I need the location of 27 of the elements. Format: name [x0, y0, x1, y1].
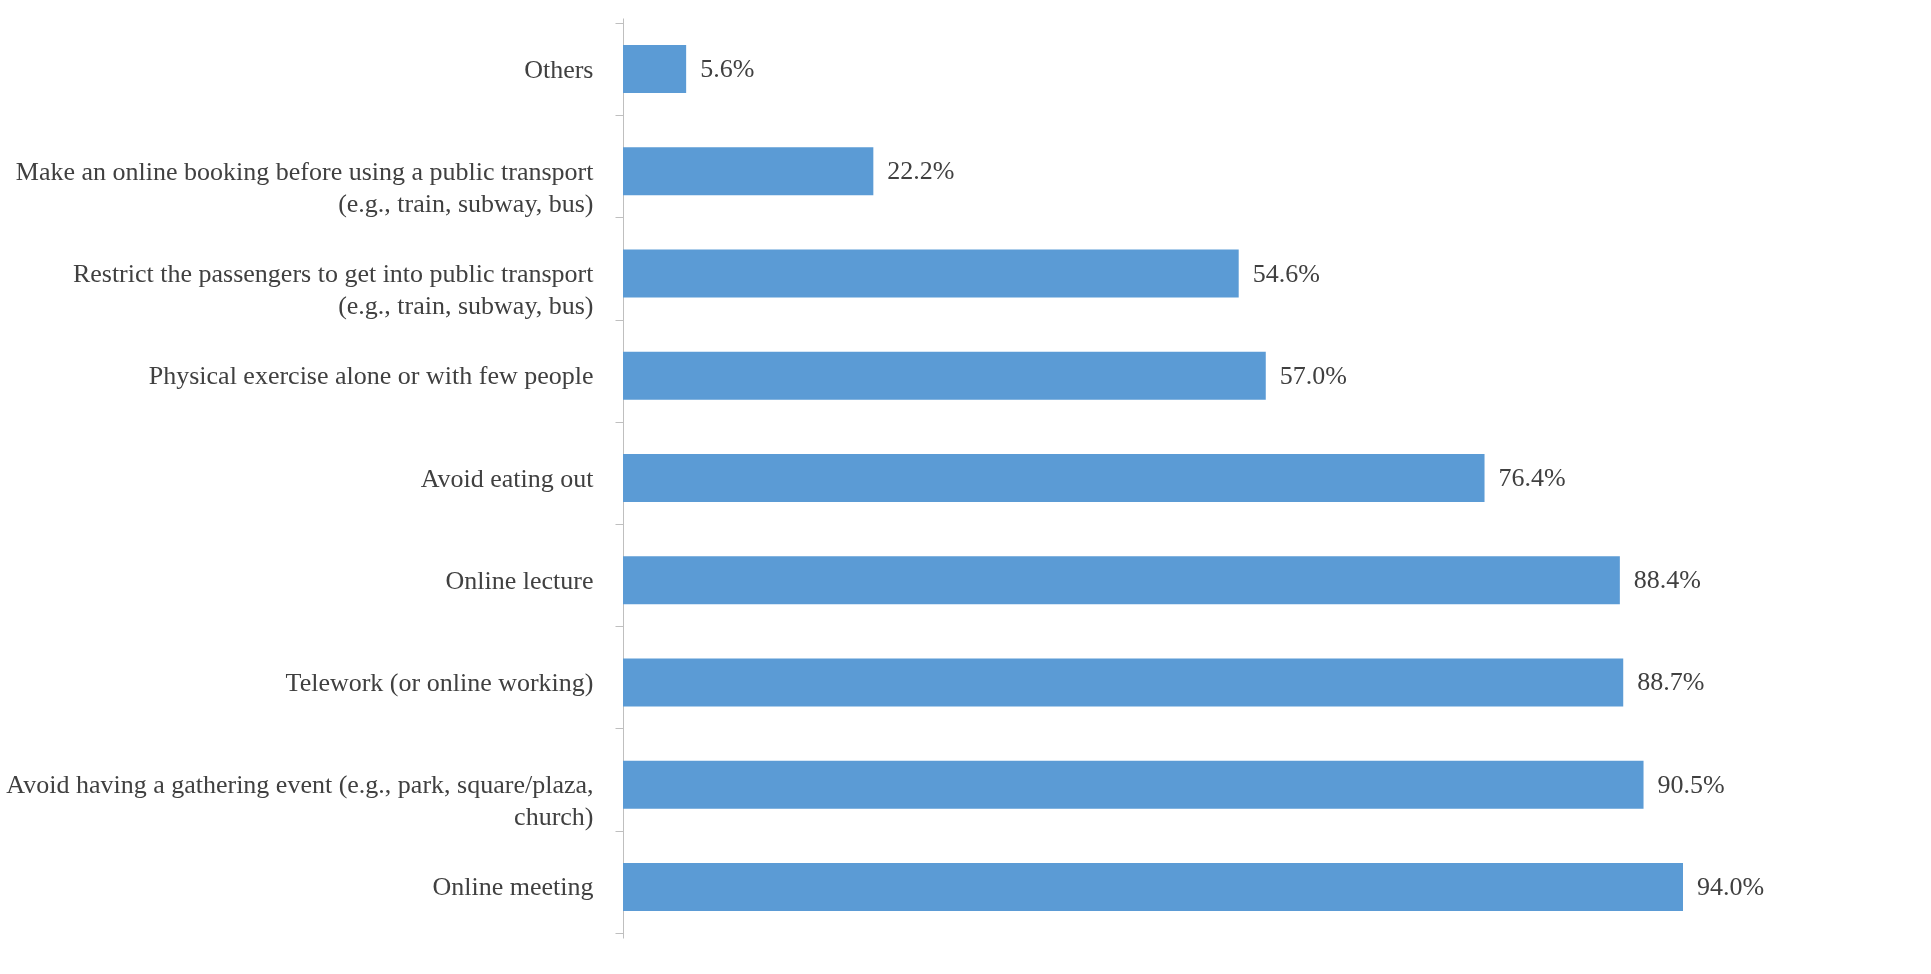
data-label: 76.4% — [1498, 463, 1566, 492]
data-label: 22.2% — [887, 156, 955, 186]
bar — [623, 45, 687, 94]
y-tick-label: Avoid eating out — [420, 463, 595, 493]
bar — [623, 658, 1624, 707]
bar — [623, 454, 1485, 502]
y-tick-label: Others — [524, 54, 594, 84]
data-label: 94.0% — [1697, 871, 1765, 901]
data-label: 90.5% — [1657, 769, 1725, 799]
y-tick-label: Restrict the passengers to get into public transport (e.g., train, subway, bus) — [72, 259, 595, 321]
y-tick-label: Avoid having a gathering event (e.g., park, square/plaza, church) — [6, 770, 594, 832]
y-tick-label: Online meeting — [432, 872, 594, 902]
data-label: 57.0% — [1279, 360, 1347, 390]
data-label: 88.4% — [1633, 565, 1702, 595]
data-label: 88.7% — [1637, 667, 1705, 697]
y-tick-label: Physical exercise alone or with few people — [148, 361, 594, 391]
bar — [623, 556, 1620, 605]
data-label: 5.6% — [700, 54, 755, 84]
bar — [623, 760, 1644, 809]
y-tick-label: Online lecture — [445, 565, 594, 595]
bar — [623, 147, 874, 196]
y-tick-label: Telework (or online working) — [285, 667, 594, 697]
bar — [623, 862, 1683, 911]
bar — [623, 351, 1266, 400]
data-label: 54.6% — [1252, 258, 1320, 288]
bar — [623, 249, 1239, 298]
y-tick-label: Make an online booking before using a public transport (e.g., train, subway, bus) — [15, 156, 595, 218]
